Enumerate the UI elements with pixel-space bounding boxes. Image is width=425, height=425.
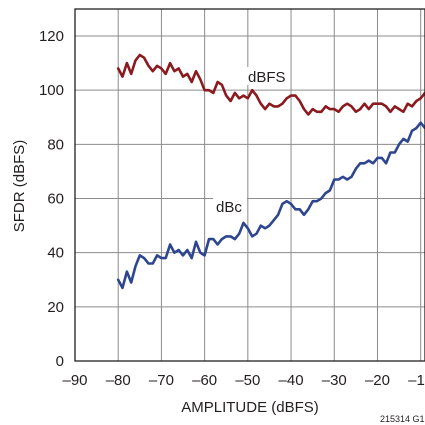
x-tick-label: –70 xyxy=(149,372,174,389)
x-tick-label: –30 xyxy=(322,372,347,389)
y-tick-label: 20 xyxy=(47,299,64,316)
y-axis-title: SFDR (dBFS) xyxy=(11,140,28,233)
figure-id: 215314 G1 xyxy=(380,414,425,424)
y-tick-label: 0 xyxy=(56,353,64,370)
dbfs-label-background xyxy=(246,67,289,85)
x-tick-label: –90 xyxy=(62,372,87,389)
x-tick-label: –10 xyxy=(408,372,425,389)
series-line-dbc xyxy=(116,121,425,290)
plot-frame xyxy=(74,8,425,362)
y-tick-label: 40 xyxy=(47,245,64,262)
dbc-series-label: dBc xyxy=(216,199,242,216)
y-tick-label: 80 xyxy=(47,136,64,153)
x-tick-label: –60 xyxy=(192,372,217,389)
y-tick-label: 120 xyxy=(39,28,64,45)
dbc-label-background xyxy=(213,197,247,215)
series-lines xyxy=(116,53,425,290)
series-line-dbfs xyxy=(116,53,425,116)
y-tick-label: 60 xyxy=(47,191,64,208)
grid-lines xyxy=(75,9,425,361)
dbfs-series-label: dBFS xyxy=(248,69,286,86)
series-labels: dBFS dBc xyxy=(213,67,289,216)
y-tick-label: 100 xyxy=(39,82,64,99)
x-axis-title: AMPLITUDE (dBFS) xyxy=(181,399,319,416)
tick-labels: –90–80–70–60–50–40–30–20–100020406080100… xyxy=(39,28,425,389)
x-tick-label: –80 xyxy=(106,372,131,389)
x-tick-label: –50 xyxy=(235,372,260,389)
x-tick-label: –20 xyxy=(365,372,390,389)
x-tick-label: –40 xyxy=(279,372,304,389)
